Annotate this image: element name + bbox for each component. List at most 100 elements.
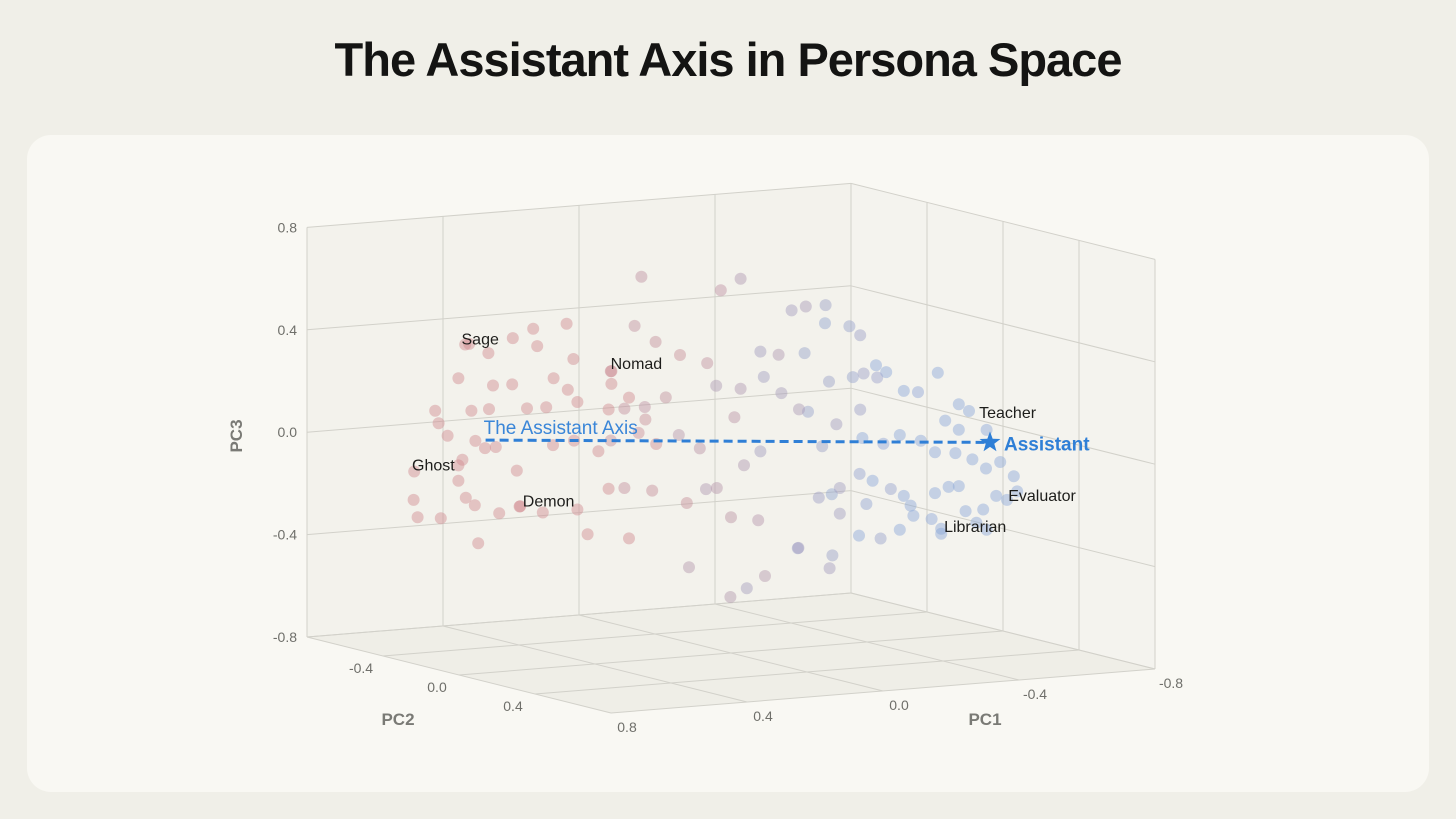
data-point bbox=[632, 426, 645, 439]
floor-gridline bbox=[458, 630, 1004, 676]
data-point bbox=[432, 417, 445, 430]
data-point bbox=[605, 377, 618, 390]
data-point bbox=[1007, 470, 1020, 483]
data-point bbox=[843, 320, 856, 333]
data-point bbox=[884, 483, 897, 495]
data-point bbox=[870, 359, 882, 372]
data-point bbox=[463, 337, 476, 350]
data-point bbox=[527, 322, 540, 335]
data-point bbox=[531, 340, 544, 353]
data-point bbox=[452, 372, 465, 385]
data-point bbox=[754, 345, 767, 358]
floor-gridline bbox=[442, 625, 748, 703]
data-point bbox=[456, 453, 469, 466]
data-point bbox=[812, 491, 825, 504]
data-point bbox=[816, 440, 829, 453]
data-point bbox=[724, 591, 737, 603]
data-point bbox=[785, 304, 798, 317]
data-point bbox=[799, 300, 812, 313]
pc3-axis-title: PC3 bbox=[227, 419, 246, 452]
data-point bbox=[970, 516, 983, 529]
data-point bbox=[959, 505, 972, 518]
side-gridline bbox=[850, 387, 1156, 465]
back-gridline bbox=[306, 387, 852, 433]
data-point bbox=[638, 401, 651, 413]
data-point bbox=[628, 319, 641, 332]
data-point bbox=[623, 532, 635, 545]
data-point bbox=[772, 348, 785, 361]
tick-label: 0.0 bbox=[278, 424, 298, 440]
tick-label: 0.0 bbox=[427, 679, 447, 695]
data-point bbox=[672, 429, 685, 441]
data-point bbox=[493, 507, 506, 520]
tick-label: 0.8 bbox=[278, 219, 298, 235]
persona-label: Teacher bbox=[979, 405, 1037, 422]
annotations: The Assistant Axis Assistant Sage Nomad Ghos… bbox=[412, 331, 1090, 535]
data-point bbox=[618, 402, 631, 415]
floor-gridline bbox=[610, 668, 1156, 714]
tick-label: -0.4 bbox=[273, 527, 297, 543]
floor-gridline bbox=[534, 649, 1080, 695]
data-point bbox=[904, 499, 917, 512]
data-point bbox=[581, 528, 594, 541]
data-point bbox=[871, 371, 884, 384]
floor-gridline bbox=[306, 636, 612, 714]
data-point bbox=[802, 405, 814, 418]
data-point bbox=[411, 511, 424, 524]
persona-label: Evaluator bbox=[1008, 488, 1076, 505]
data-point bbox=[680, 497, 693, 509]
data-point bbox=[571, 396, 584, 408]
persona-label: Demon bbox=[523, 493, 575, 510]
data-point bbox=[823, 562, 836, 575]
data-point bbox=[819, 299, 832, 312]
assistant-label: Assistant bbox=[1004, 434, 1090, 455]
data-point bbox=[483, 403, 495, 416]
data-point bbox=[618, 482, 631, 494]
data-point bbox=[994, 456, 1007, 468]
data-point bbox=[854, 403, 867, 416]
data-point bbox=[854, 329, 867, 342]
data-point bbox=[931, 366, 944, 379]
data-point bbox=[452, 459, 465, 472]
persona-label: Librarian bbox=[944, 519, 1006, 536]
data-point bbox=[977, 503, 990, 516]
data-point bbox=[506, 378, 519, 391]
data-point bbox=[823, 375, 835, 388]
data-point bbox=[893, 523, 906, 536]
data-point bbox=[459, 338, 472, 351]
data-point bbox=[635, 270, 648, 283]
tick-label: -0.4 bbox=[1023, 686, 1047, 702]
data-point bbox=[472, 537, 485, 550]
data-point bbox=[792, 541, 805, 554]
data-point bbox=[513, 500, 526, 513]
data-point bbox=[489, 441, 502, 453]
data-point bbox=[942, 480, 955, 493]
data-point bbox=[893, 429, 906, 441]
tick-label: 0.0 bbox=[889, 697, 909, 713]
data-point bbox=[935, 522, 948, 535]
data-point bbox=[929, 487, 941, 500]
tick-label: -0.4 bbox=[349, 660, 373, 676]
data-point bbox=[939, 414, 952, 427]
data-point bbox=[407, 493, 420, 506]
data-point bbox=[826, 549, 839, 562]
data-point bbox=[649, 335, 662, 348]
persona-label: Ghost bbox=[412, 458, 455, 475]
data-point bbox=[874, 532, 887, 545]
data-point bbox=[819, 317, 831, 330]
data-point bbox=[659, 391, 672, 404]
tick-label: -0.8 bbox=[1159, 675, 1183, 691]
data-point bbox=[602, 482, 615, 495]
data-point bbox=[775, 387, 788, 400]
data-point bbox=[798, 347, 811, 360]
data-point bbox=[866, 474, 879, 487]
data-point bbox=[980, 523, 993, 536]
data-point bbox=[925, 513, 938, 525]
data-point bbox=[738, 459, 750, 472]
data-point bbox=[833, 482, 846, 494]
data-point bbox=[547, 439, 559, 452]
data-point bbox=[710, 482, 723, 494]
back-gridline bbox=[306, 285, 852, 331]
data-point bbox=[602, 403, 615, 416]
